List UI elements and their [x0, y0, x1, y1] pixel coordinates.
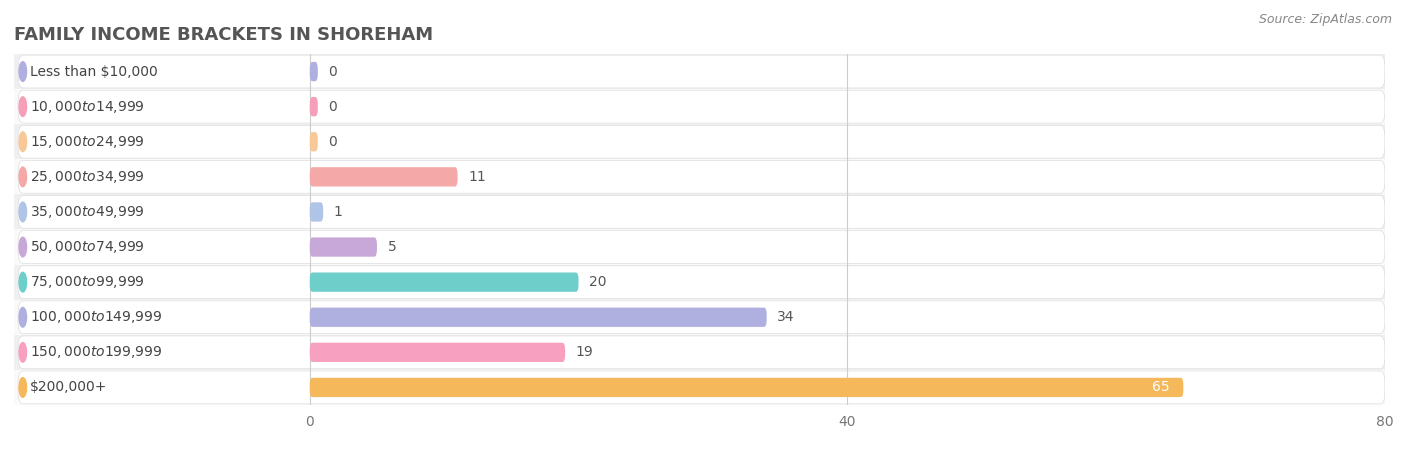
- FancyBboxPatch shape: [309, 167, 457, 186]
- Circle shape: [20, 378, 27, 397]
- Bar: [14, 300, 1385, 335]
- Text: Source: ZipAtlas.com: Source: ZipAtlas.com: [1258, 14, 1392, 27]
- FancyBboxPatch shape: [18, 336, 1385, 369]
- Text: 0: 0: [329, 64, 337, 79]
- Text: 0: 0: [329, 135, 337, 149]
- FancyBboxPatch shape: [18, 371, 1385, 404]
- Text: 65: 65: [1153, 380, 1170, 395]
- FancyBboxPatch shape: [18, 231, 1385, 263]
- FancyBboxPatch shape: [309, 273, 578, 292]
- Text: $100,000 to $149,999: $100,000 to $149,999: [30, 309, 162, 325]
- Circle shape: [20, 97, 27, 117]
- FancyBboxPatch shape: [18, 266, 1385, 298]
- Text: $150,000 to $199,999: $150,000 to $199,999: [30, 344, 162, 360]
- FancyBboxPatch shape: [18, 196, 1385, 228]
- Text: $15,000 to $24,999: $15,000 to $24,999: [30, 134, 145, 150]
- Text: $10,000 to $14,999: $10,000 to $14,999: [30, 99, 145, 115]
- Circle shape: [20, 272, 27, 292]
- Text: $200,000+: $200,000+: [30, 380, 107, 395]
- Text: $75,000 to $99,999: $75,000 to $99,999: [30, 274, 145, 290]
- Circle shape: [20, 62, 27, 81]
- FancyBboxPatch shape: [309, 378, 1184, 397]
- Bar: [14, 54, 1385, 89]
- FancyBboxPatch shape: [18, 126, 1385, 158]
- Circle shape: [20, 307, 27, 327]
- Text: 0: 0: [329, 99, 337, 114]
- FancyBboxPatch shape: [18, 90, 1385, 123]
- FancyBboxPatch shape: [309, 202, 323, 221]
- FancyBboxPatch shape: [309, 62, 318, 81]
- Bar: [14, 194, 1385, 230]
- Text: 20: 20: [589, 275, 607, 289]
- Bar: [14, 159, 1385, 194]
- FancyBboxPatch shape: [18, 161, 1385, 193]
- Bar: [14, 265, 1385, 300]
- Circle shape: [20, 237, 27, 257]
- Text: 19: 19: [576, 345, 593, 360]
- Text: 34: 34: [778, 310, 794, 324]
- Circle shape: [20, 167, 27, 187]
- Text: 5: 5: [388, 240, 396, 254]
- FancyBboxPatch shape: [18, 55, 1385, 88]
- FancyBboxPatch shape: [309, 132, 318, 151]
- Circle shape: [20, 342, 27, 362]
- FancyBboxPatch shape: [309, 343, 565, 362]
- Circle shape: [20, 132, 27, 152]
- Text: 11: 11: [468, 170, 486, 184]
- Text: $50,000 to $74,999: $50,000 to $74,999: [30, 239, 145, 255]
- Bar: [14, 370, 1385, 405]
- Text: $25,000 to $34,999: $25,000 to $34,999: [30, 169, 145, 185]
- FancyBboxPatch shape: [309, 238, 377, 256]
- Text: $35,000 to $49,999: $35,000 to $49,999: [30, 204, 145, 220]
- Text: Less than $10,000: Less than $10,000: [30, 64, 157, 79]
- Bar: [14, 230, 1385, 265]
- FancyBboxPatch shape: [309, 308, 766, 327]
- Bar: [14, 124, 1385, 159]
- FancyBboxPatch shape: [309, 97, 318, 116]
- Bar: [14, 335, 1385, 370]
- Circle shape: [20, 202, 27, 222]
- FancyBboxPatch shape: [18, 301, 1385, 333]
- Text: FAMILY INCOME BRACKETS IN SHOREHAM: FAMILY INCOME BRACKETS IN SHOREHAM: [14, 26, 433, 44]
- Text: 1: 1: [335, 205, 343, 219]
- Bar: [14, 89, 1385, 124]
